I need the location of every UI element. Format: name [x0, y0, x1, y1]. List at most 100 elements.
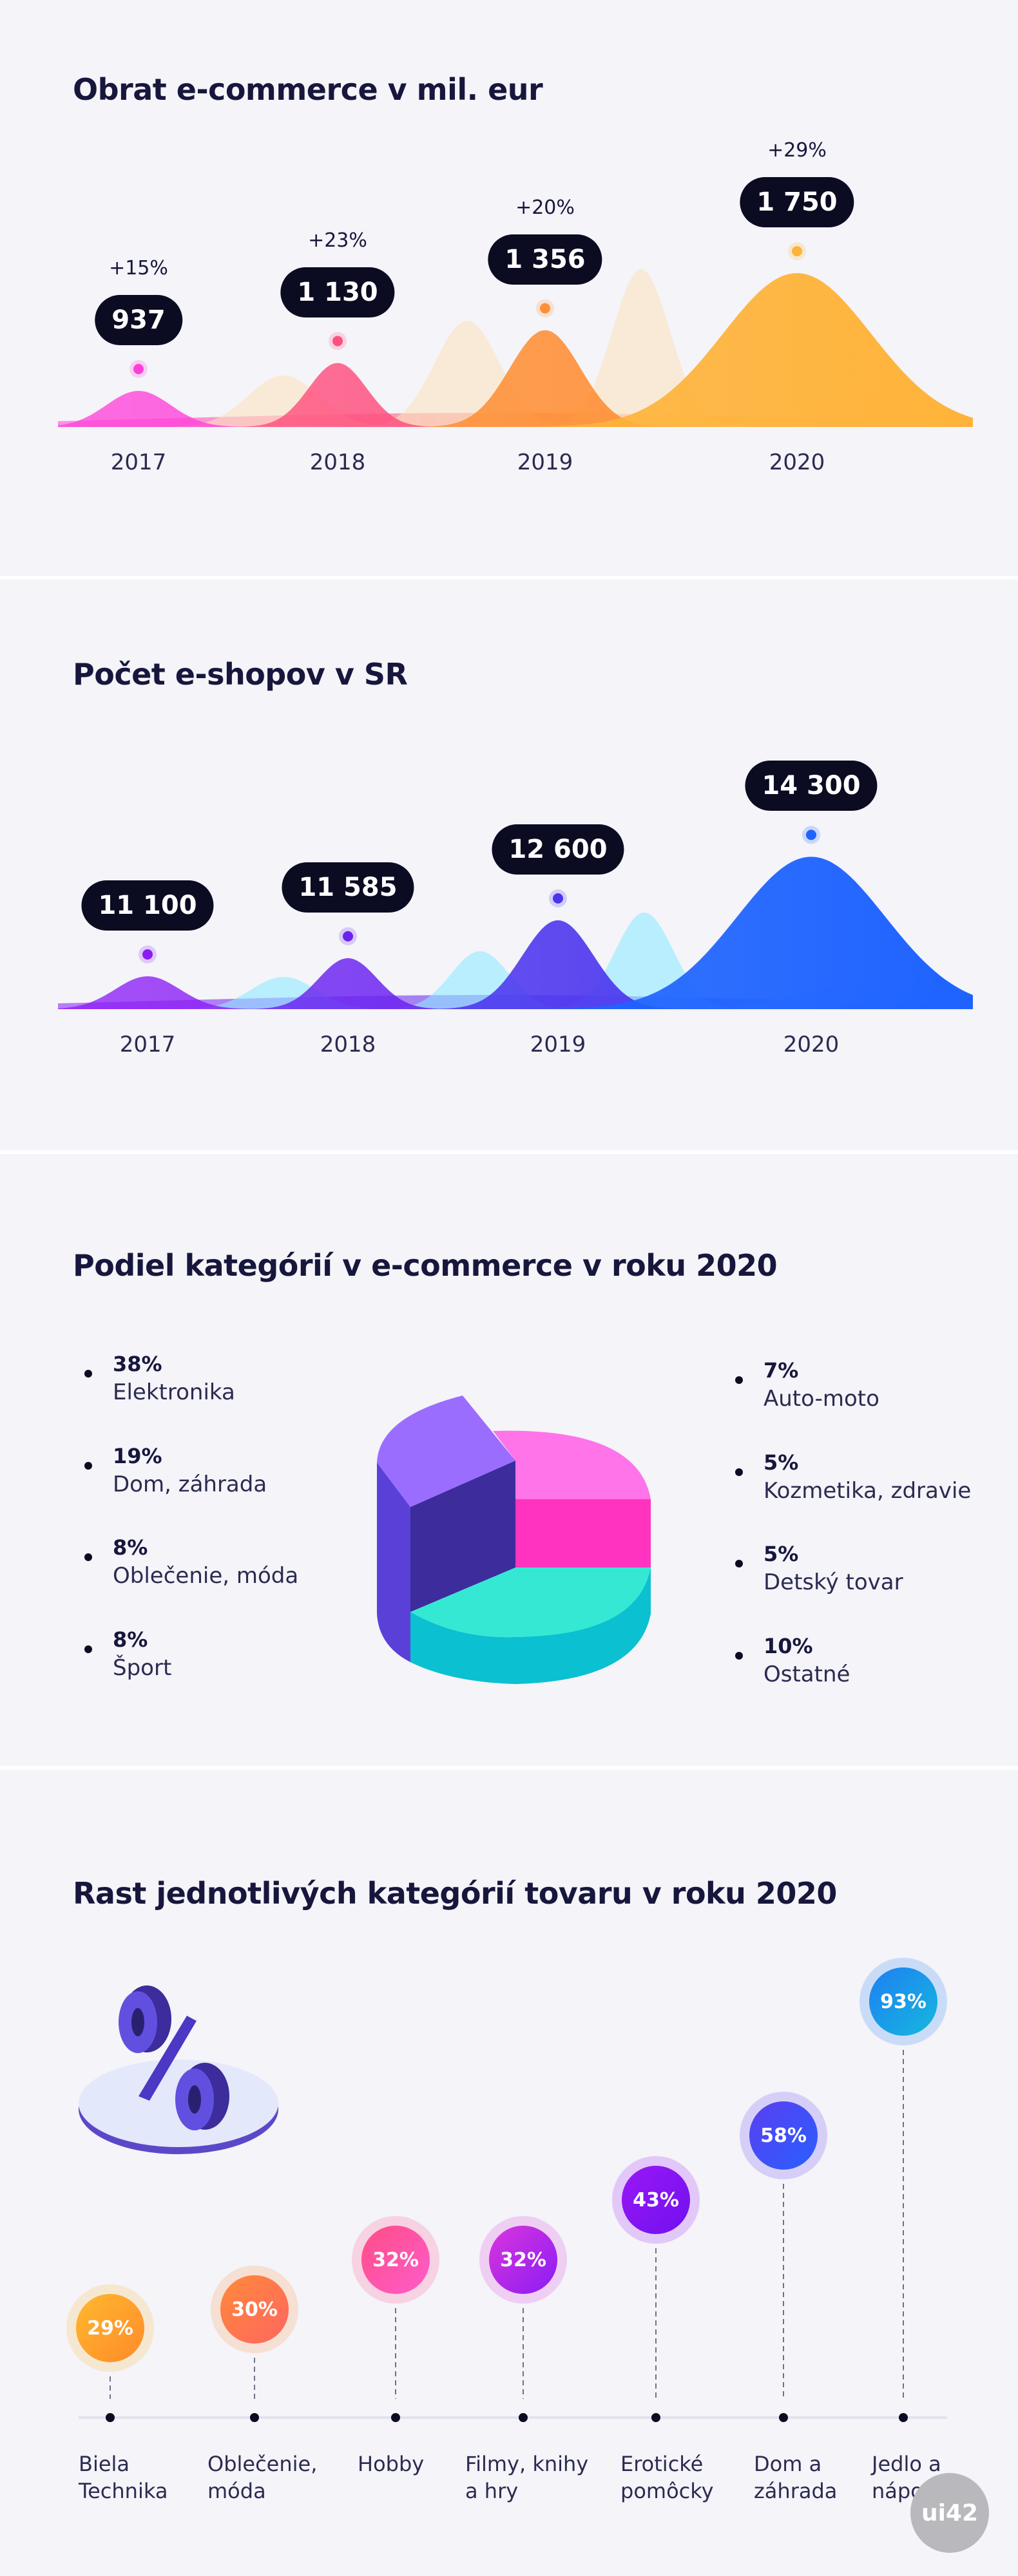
value-bubble: 43%: [612, 2156, 700, 2244]
value-label: 29%: [76, 2294, 144, 2362]
legend-label: Oblečenie, móda: [113, 1563, 299, 1589]
peak-2020: [58, 857, 973, 1009]
legend-label: Kozmetika, zdravie: [764, 1478, 972, 1504]
value-bubble: 32%: [479, 2216, 567, 2304]
legend-item: 8% Oblečenie, móda: [84, 1534, 299, 1591]
axis-dot: [519, 2413, 528, 2422]
category-label: Dom a záhrada: [754, 2452, 838, 2503]
growth-label: +29%: [767, 139, 827, 162]
value-label: 43%: [622, 2166, 690, 2234]
value-label: 32%: [361, 2226, 430, 2294]
value-bubble: 93%: [860, 1958, 947, 2045]
peak-2017: [58, 391, 973, 427]
legend-item: 38% Elektronika: [84, 1350, 235, 1407]
x-tick-label: 2017: [110, 450, 167, 475]
legend-label: Dom, záhrada: [113, 1472, 267, 1497]
growth-label: +20%: [515, 196, 575, 219]
divider: [0, 1150, 1018, 1154]
bullet-icon: [84, 1645, 92, 1653]
peak-marker: [553, 893, 563, 904]
value-bubble: 30%: [211, 2266, 298, 2353]
peak-marker: [142, 949, 153, 960]
legend-value: 8%: [113, 1535, 148, 1560]
legend-value: 10%: [764, 1634, 813, 1658]
value-badge: 1 130: [280, 267, 395, 317]
ui42-logo: ui42: [910, 2473, 989, 2553]
legend-value: 5%: [764, 1542, 799, 1566]
x-tick-label: 2020: [783, 1032, 840, 1057]
value-label: 32%: [489, 2226, 557, 2294]
category-label: Filmy, knihy a hry: [465, 2452, 589, 2503]
peak-marker: [343, 931, 353, 942]
peak-marker: [792, 246, 802, 257]
chart-title: Obrat e-commerce v mil. eur: [73, 72, 543, 107]
section-category-share: Podiel kategórií v e-commerce v roku 202…: [0, 1154, 1018, 1766]
chart-title: Rast jednotlivých kategórií tovaru v rok…: [73, 1876, 837, 1911]
value-bubble: 32%: [352, 2216, 439, 2304]
chart-title: Počet e-shopov v SR: [73, 657, 408, 692]
pie-slice-kozmetika-side: [515, 1499, 651, 1567]
legend-item: 7% Auto-moto: [735, 1357, 879, 1414]
divider: [0, 576, 1018, 580]
pie-slice-ostatne-side: [410, 1567, 651, 1684]
legend-item: 5% Detský tovar: [735, 1540, 903, 1597]
value-badge: 11 585: [282, 862, 414, 913]
peak-marker: [332, 336, 343, 346]
legend-label: Detský tovar: [764, 1569, 903, 1595]
x-tick-label: 2018: [320, 1032, 376, 1057]
axis-dot: [106, 2413, 115, 2422]
section-category-growth: Rast jednotlivých kategórií tovaru v rok…: [0, 1770, 1018, 2576]
legend-value: 19%: [113, 1444, 162, 1468]
pie-slice-ostatne-top: [410, 1567, 651, 1638]
value-badge: 11 100: [81, 880, 214, 931]
pie-slice-elektronika-inner: [410, 1461, 515, 1612]
eshops-chart: [58, 826, 973, 1009]
legend-value: 5%: [764, 1450, 799, 1475]
percent-illustration-icon: [79, 1985, 278, 2154]
legend-item: 10% Ostatné: [735, 1633, 850, 1689]
category-label: Erotické pomôcky: [620, 2452, 714, 2503]
bullet-icon: [84, 1462, 92, 1470]
x-tick-label: 2017: [119, 1032, 176, 1057]
bullet-icon: [84, 1553, 92, 1561]
value-badge: 937: [95, 295, 182, 345]
divider: [0, 1766, 1018, 1770]
x-tick-label: 2019: [517, 450, 573, 475]
bullet-icon: [84, 1370, 92, 1378]
growth-label: +23%: [308, 229, 367, 252]
legend-value: 7%: [764, 1358, 799, 1383]
value-label: 58%: [749, 2101, 818, 2170]
decorative-wave: [58, 977, 973, 1009]
growth-label: +15%: [109, 257, 168, 279]
legend-item: 8% Šport: [84, 1626, 172, 1683]
peak-marker: [540, 303, 550, 314]
peak-marker: [806, 829, 816, 840]
section-revenue: Obrat e-commerce v mil. eur 937 +15% 2017 1…: [0, 0, 1018, 576]
value-bubble: 58%: [740, 2092, 827, 2179]
peak-2019: [58, 330, 973, 427]
value-bubble: 29%: [66, 2284, 154, 2372]
legend-value: 38%: [113, 1352, 162, 1376]
bullet-icon: [735, 1560, 743, 1567]
axis-dot: [899, 2413, 908, 2422]
growth-chart: [79, 1985, 947, 2422]
axis-dot: [250, 2413, 259, 2422]
legend-item: 19% Dom, záhrada: [84, 1443, 267, 1499]
pie-slice-elektronika-top: [377, 1396, 515, 1507]
legend-label: Auto-moto: [764, 1386, 879, 1412]
pie-slice-auto-moto-top: [493, 1430, 651, 1499]
legend-item: 5% Kozmetika, zdravie: [735, 1449, 972, 1506]
value-badge: 14 300: [745, 761, 878, 811]
value-badge: 1 356: [488, 234, 602, 285]
revenue-chart: [58, 242, 973, 427]
category-label: Biela Technika: [79, 2452, 168, 2503]
peak-2019: [58, 920, 973, 1009]
chart-title: Podiel kategórií v e-commerce v roku 202…: [73, 1248, 778, 1283]
pie-chart: [377, 1396, 651, 1684]
legend-label: Elektronika: [113, 1379, 235, 1405]
category-label: Hobby: [358, 2452, 425, 2476]
bullet-icon: [735, 1376, 743, 1384]
x-tick-label: 2018: [309, 450, 366, 475]
x-tick-label: 2019: [530, 1032, 586, 1057]
legend-label: Šport: [113, 1655, 172, 1681]
